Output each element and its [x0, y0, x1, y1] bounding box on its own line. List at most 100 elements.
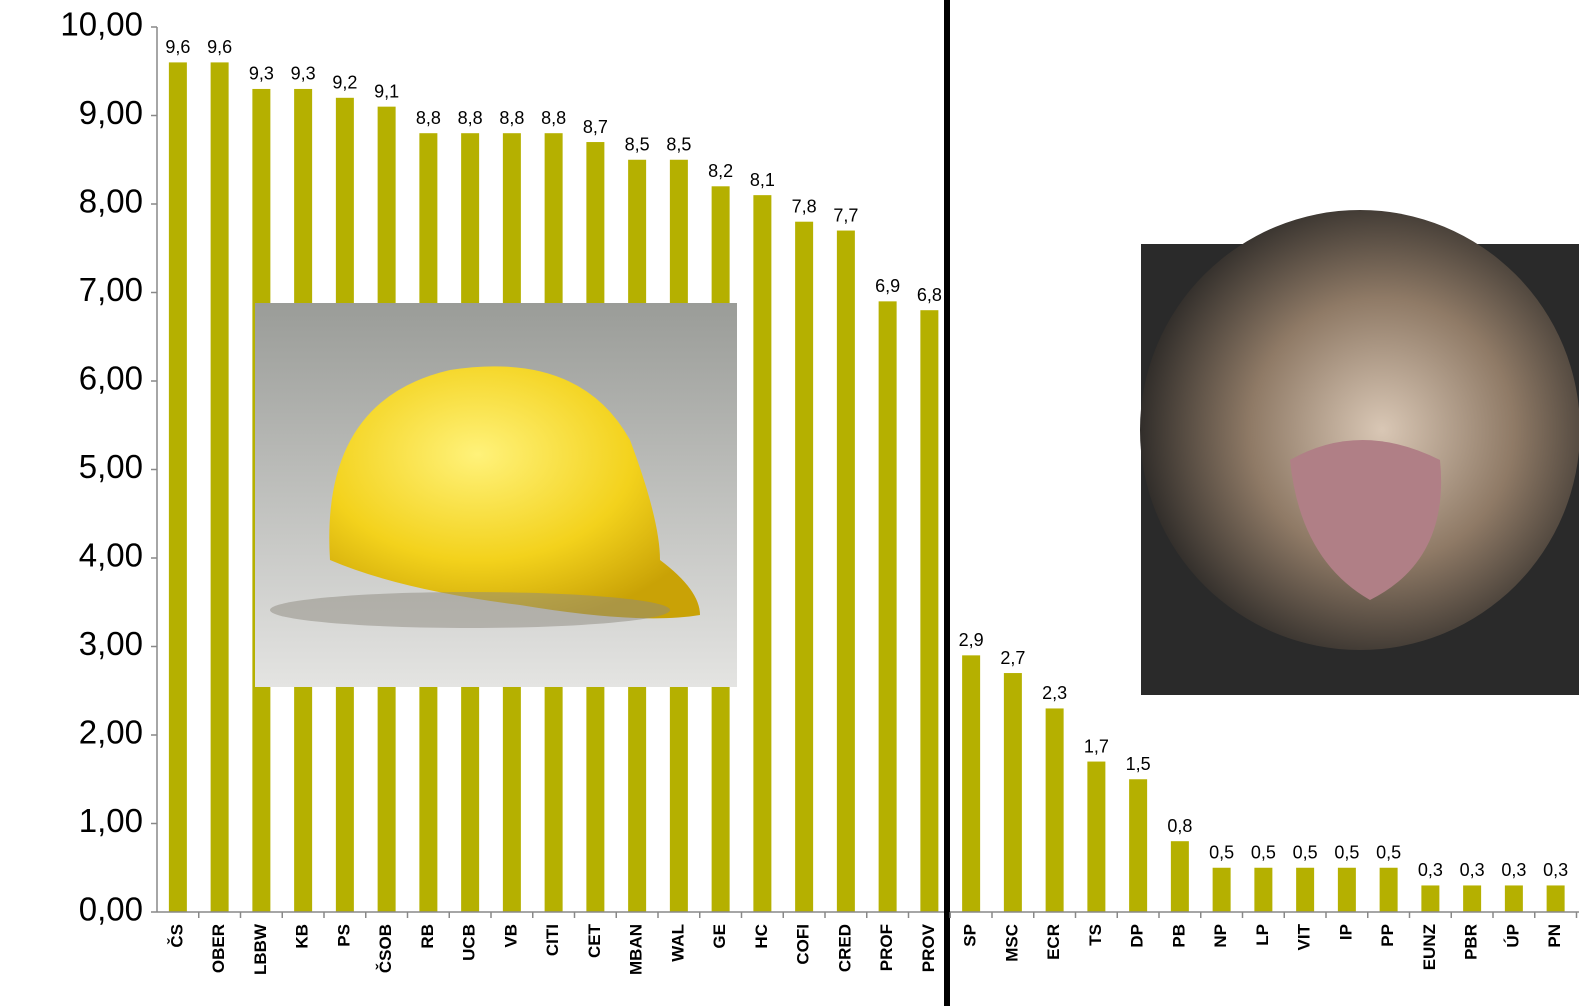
x-tick-label: PBR — [1462, 924, 1481, 960]
bar — [878, 301, 897, 913]
data-label: 0,5 — [1376, 843, 1401, 863]
x-tick-label: WAL — [668, 924, 687, 962]
bar — [1087, 761, 1106, 912]
bar — [1546, 885, 1565, 912]
data-label: 2,9 — [959, 630, 984, 650]
x-tick-label: PROF — [877, 924, 896, 971]
x-tick-label: KB — [293, 924, 312, 949]
y-tick-label: 8,00 — [79, 183, 143, 220]
bar — [1254, 867, 1273, 912]
x-tick-label: SP — [961, 924, 980, 947]
data-label: 8,8 — [499, 108, 524, 128]
bar — [836, 230, 855, 913]
data-label: 6,9 — [875, 276, 900, 296]
data-label: 8,8 — [458, 108, 483, 128]
bar — [1045, 708, 1064, 912]
bar — [1463, 885, 1482, 912]
x-tick-label: ČSOB — [376, 924, 395, 973]
x-tick-label: CRED — [835, 924, 854, 972]
predator-picture — [1140, 210, 1579, 695]
bar — [1170, 841, 1189, 912]
data-label: 0,8 — [1167, 816, 1192, 836]
bar — [210, 62, 229, 912]
x-tick-label: PN — [1545, 924, 1564, 948]
x-tick-label: ÚP — [1503, 924, 1522, 948]
bar — [1003, 673, 1022, 912]
data-label: 0,5 — [1209, 843, 1234, 863]
bar — [1504, 885, 1523, 912]
x-tick-label: TS — [1086, 924, 1105, 946]
bar — [1379, 867, 1398, 912]
data-label: 7,8 — [792, 196, 817, 216]
data-label: 6,8 — [917, 285, 942, 305]
data-label: 0,5 — [1334, 843, 1359, 863]
x-tick-label: ECR — [1044, 924, 1063, 960]
x-tick-label: IP — [1336, 924, 1355, 940]
data-label: 0,3 — [1460, 860, 1485, 880]
data-label: 9,6 — [207, 37, 232, 57]
x-tick-label: COFI — [794, 924, 813, 965]
helmet-picture — [255, 303, 737, 687]
x-tick-label: UCB — [460, 924, 479, 961]
data-label: 9,1 — [374, 81, 399, 101]
y-tick-label: 3,00 — [79, 625, 143, 662]
data-label: 8,5 — [666, 135, 691, 155]
y-tick-label: 4,00 — [79, 537, 143, 574]
x-tick-label: PS — [334, 924, 353, 947]
y-tick-label: 9,00 — [79, 94, 143, 131]
data-label: 8,1 — [750, 170, 775, 190]
x-tick-label: CITI — [543, 924, 562, 956]
data-label: 2,7 — [1000, 648, 1025, 668]
bar — [1296, 867, 1315, 912]
data-label: 8,2 — [708, 161, 733, 181]
x-tick-label: GE — [710, 924, 729, 949]
bar — [753, 195, 772, 912]
x-tick-label: LP — [1253, 924, 1272, 946]
data-label: 0,3 — [1543, 860, 1568, 880]
x-tick-label: VB — [501, 924, 520, 948]
x-tick-label: LBBW — [251, 923, 270, 975]
bar — [795, 221, 814, 912]
x-tick-label: PB — [1169, 924, 1188, 948]
pictures — [255, 210, 1579, 695]
data-label: 0,3 — [1418, 860, 1443, 880]
x-tick-label: MSC — [1002, 924, 1021, 962]
x-tick-label: PROV — [919, 923, 938, 972]
bar — [1129, 779, 1148, 912]
x-tick-label: DP — [1128, 924, 1147, 948]
axes: 0,00 1,00 2,00 3,00 4,00 5,00 6,00 7,00 8,00 9,00… — [60, 6, 1578, 975]
y-tick-label: 10,00 — [60, 6, 143, 43]
bar — [168, 62, 187, 912]
data-label: 9,3 — [291, 64, 316, 84]
data-label: 0,5 — [1293, 843, 1318, 863]
y-tick-label: 6,00 — [79, 360, 143, 397]
data-label: 8,5 — [625, 135, 650, 155]
y-tick-label: 1,00 — [79, 802, 143, 839]
bar — [1212, 867, 1231, 912]
bar — [1337, 867, 1356, 912]
data-label: 1,5 — [1126, 754, 1151, 774]
x-tick-label: EUNZ — [1420, 924, 1439, 970]
data-label: 9,3 — [249, 64, 274, 84]
y-tick-label: 5,00 — [79, 448, 143, 485]
y-tick-label: 2,00 — [79, 714, 143, 751]
x-tick-label: NP — [1211, 924, 1230, 948]
data-label: 9,6 — [165, 37, 190, 57]
data-label: 2,3 — [1042, 683, 1067, 703]
data-label: 0,3 — [1501, 860, 1526, 880]
data-label: 7,7 — [833, 205, 858, 225]
x-tick-label: MBAN — [627, 924, 646, 975]
bar — [1421, 885, 1440, 912]
x-tick-label: VIT — [1295, 923, 1314, 950]
y-tick-label: 0,00 — [79, 891, 143, 928]
y-tick-label: 7,00 — [79, 271, 143, 308]
data-label: 1,7 — [1084, 736, 1109, 756]
data-label: 8,7 — [583, 117, 608, 137]
data-label: 0,5 — [1251, 843, 1276, 863]
x-tick-label: ČS — [167, 924, 186, 948]
x-tick-label: PP — [1378, 924, 1397, 947]
bar — [962, 655, 981, 912]
x-tick-label: OBER — [209, 924, 228, 973]
x-tick-label: RB — [418, 924, 437, 949]
